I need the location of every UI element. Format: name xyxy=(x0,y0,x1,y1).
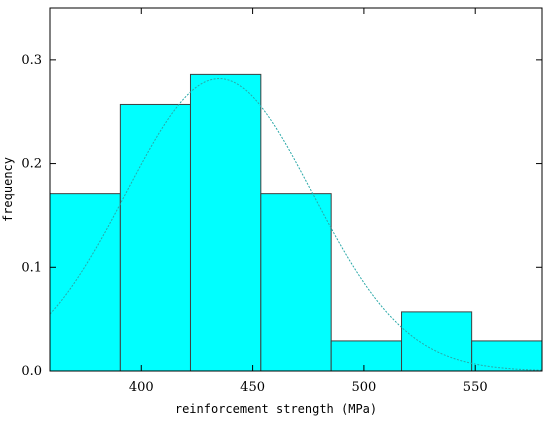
histogram-bars xyxy=(49,73,543,372)
plot-frame xyxy=(49,7,543,372)
y-tick-label: 0.0 xyxy=(21,364,42,379)
histogram-bar-1 xyxy=(49,193,121,372)
y-tick-label: 0.2 xyxy=(21,157,42,172)
x-axis-label: reinforcement strength (MPa) xyxy=(175,402,377,416)
histogram-bar-2 xyxy=(119,103,191,372)
histogram-bar-6 xyxy=(401,311,473,372)
normal-fit-curve xyxy=(49,78,543,371)
histogram-bar-3 xyxy=(189,73,262,372)
x-axis-ticks: 400 450 500 550 xyxy=(129,8,488,395)
histogram-bar-5 xyxy=(330,340,403,372)
x-tick-label: 450 xyxy=(240,380,265,395)
histogram-bar-7 xyxy=(471,340,543,372)
x-tick-label: 500 xyxy=(351,380,376,395)
y-tick-label: 0.1 xyxy=(21,260,42,275)
y-axis-ticks: 0.0 0.1 0.2 0.3 xyxy=(21,53,542,379)
y-axis-label: frequency xyxy=(1,157,15,222)
histogram-bar-4 xyxy=(260,193,332,372)
y-tick-label: 0.3 xyxy=(21,53,42,68)
x-tick-label: 550 xyxy=(463,380,488,395)
x-tick-label: 400 xyxy=(129,380,154,395)
